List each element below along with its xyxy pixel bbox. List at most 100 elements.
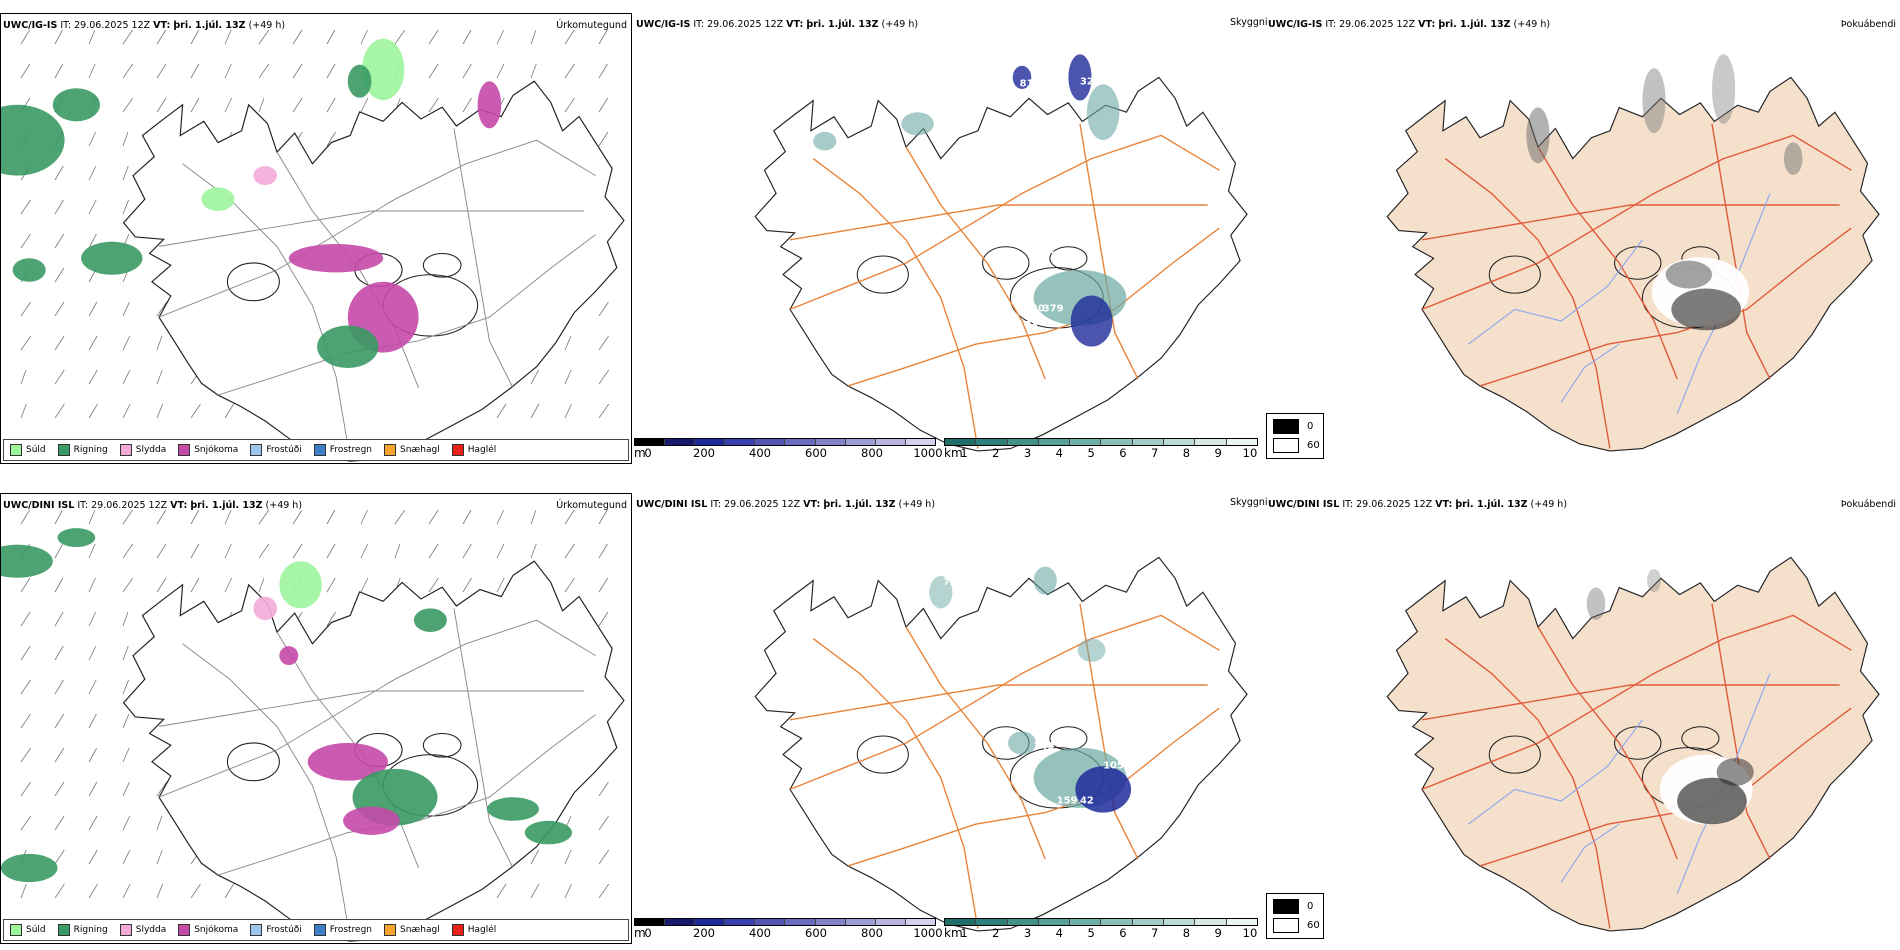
wind-barb	[54, 335, 65, 351]
wind-barb	[20, 199, 31, 215]
fog-legend-row: 0	[1273, 419, 1313, 434]
colorbar-cell	[695, 919, 726, 925]
fog-panel-top: UWC/IG-IS IT: 29.06.2025 12Z VT: þri. 1.…	[1266, 13, 1900, 464]
legend-item: Slydda	[119, 444, 166, 456]
colorbar-cell	[1007, 919, 1039, 925]
wind-barb	[564, 509, 575, 525]
precip-area	[477, 81, 502, 129]
visibility-area	[1033, 566, 1057, 595]
wind-barb	[122, 403, 131, 419]
iceland-map-group	[1, 38, 625, 462]
glacier-outline	[856, 735, 909, 774]
ceiling-value-label: 105	[1103, 761, 1124, 772]
iceland-map-group	[1386, 54, 1880, 452]
legend-item: Snjókoma	[178, 924, 238, 936]
legend-swatch	[119, 444, 132, 456]
wind-barb	[88, 131, 97, 147]
wind-barb	[156, 369, 163, 385]
glacier-outline	[856, 255, 909, 294]
wind-barb	[496, 403, 507, 419]
it-label: IT:	[710, 499, 722, 510]
legend-label: Rigning	[73, 445, 108, 455]
colorbar-tick: 800	[861, 446, 883, 460]
precip-area	[343, 806, 400, 835]
colorbar-tick: 200	[693, 926, 715, 940]
iceland-outline	[1386, 76, 1880, 452]
model-name: UWC/IG-IS	[1268, 19, 1323, 30]
legend-swatch	[250, 924, 263, 936]
fog-legend-label: 60	[1307, 920, 1320, 931]
ceiling-value-label: 130	[1057, 809, 1078, 820]
wind-barb	[394, 509, 406, 525]
wind-barb	[428, 29, 439, 45]
road-line	[1421, 614, 1852, 791]
ceiling-value-label: 57	[1048, 334, 1062, 345]
wind-barb	[88, 199, 97, 215]
colorbar-tick: 8	[1182, 446, 1191, 460]
wind-barb	[20, 63, 31, 79]
wind-barb	[428, 509, 439, 525]
colorbar-cell	[785, 919, 816, 925]
road-line	[453, 128, 514, 389]
legend-item: Rigning	[57, 924, 108, 936]
wind-barb	[564, 849, 572, 865]
wind-barb	[122, 335, 131, 351]
it-label: IT:	[693, 19, 705, 30]
wind-barb	[190, 403, 201, 419]
colorbar-tick: 7	[1150, 926, 1159, 940]
road-line	[789, 684, 1208, 721]
legend-label: Snæhagl	[400, 925, 440, 935]
fog-area	[1716, 758, 1754, 786]
wind-barb	[462, 509, 472, 525]
river-line	[1468, 719, 1643, 825]
fog-legend-swatch	[1273, 899, 1299, 914]
wind-barb	[20, 747, 31, 763]
colorbar-unit: km	[944, 446, 963, 460]
fog-area	[1665, 260, 1712, 289]
legend-label: Frostregn	[329, 925, 373, 935]
model-name: UWC/DINI ISL	[3, 500, 75, 511]
ceiling-value-label: 240	[1034, 741, 1055, 752]
lead-time: (+49 h)	[898, 499, 936, 510]
lead-time: (+49 h)	[1513, 19, 1551, 30]
wind-barb	[530, 543, 537, 559]
wind-barb	[598, 577, 609, 593]
wind-barb	[292, 97, 303, 113]
legend-item: Haglél	[451, 444, 497, 456]
wind-barb	[88, 403, 98, 419]
wind-barb	[496, 29, 505, 45]
legend-label: Frostúði	[266, 925, 302, 935]
wind-barb	[224, 403, 235, 419]
wind-barb	[462, 29, 472, 45]
legend-label: Haglél	[467, 445, 497, 455]
precip-area	[57, 528, 96, 548]
colorbar-cell	[1164, 439, 1196, 445]
iceland-outline	[754, 556, 1248, 932]
wind-barb	[88, 849, 98, 865]
wind-barb	[156, 403, 163, 419]
wind-barb	[54, 849, 65, 865]
colorbar-cell	[755, 919, 786, 925]
precip-area	[52, 88, 100, 122]
road-line	[905, 146, 1046, 380]
fog-legend-swatch	[1273, 419, 1299, 434]
wind-barb	[20, 369, 27, 385]
glacier-outline	[1049, 246, 1088, 271]
precip-map-bottom	[1, 509, 625, 942]
visibility-area	[929, 575, 953, 609]
wind-barb	[122, 747, 130, 763]
colorbar-cell	[1164, 919, 1196, 925]
ceiling-value-label: 130	[1024, 304, 1045, 315]
wind-barb	[564, 403, 572, 419]
ceiling-visibility-panel-bottom: 72 240 105 159 42 130 73 UWC/DINI ISL IT: 29.0…	[634, 493, 1264, 944]
colorbar-cell	[815, 439, 846, 445]
fog-area	[1783, 142, 1803, 175]
visibility-label: Skyggni	[1230, 497, 1268, 508]
wind-barb	[54, 509, 63, 525]
wind-barb	[88, 815, 98, 831]
wind-barb	[598, 849, 610, 865]
precip-area	[413, 608, 447, 632]
colorbar-tick: 600	[805, 926, 827, 940]
precip-area	[279, 561, 322, 609]
